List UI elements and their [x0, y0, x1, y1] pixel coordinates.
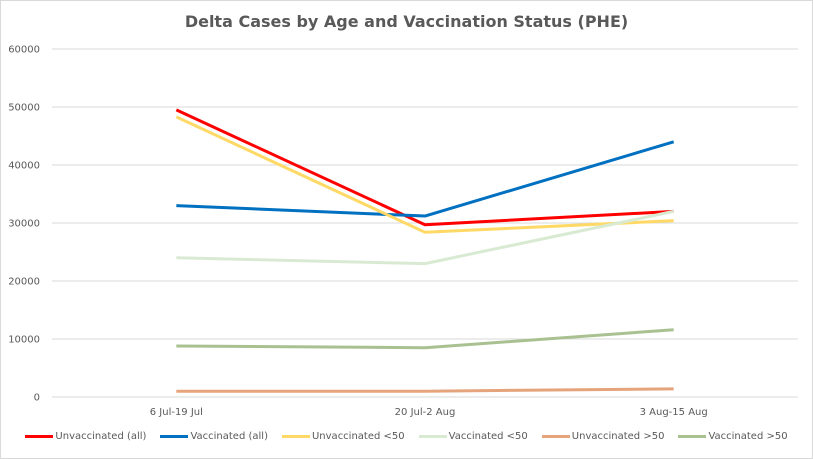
- x-tick-label: 6 Jul-19 Jul: [150, 407, 203, 418]
- x-tick-label: 20 Jul-2 Aug: [395, 407, 456, 418]
- series-line-vaccinated-50: [176, 328, 674, 350]
- chart-legend: Unvaccinated (all) Vaccinated (all) Unvacc…: [0, 431, 813, 442]
- legend-swatch: [678, 435, 707, 438]
- legend-label: Unvaccinated >50: [571, 431, 665, 442]
- y-tick-label: 60000: [8, 45, 40, 56]
- y-tick-label: 50000: [8, 103, 40, 114]
- series-line-unvaccinated-all-: [175, 108, 674, 227]
- y-tick-label: 40000: [8, 161, 40, 172]
- chart-title: Delta Cases by Age and Vaccination Statu…: [184, 12, 629, 31]
- legend-label: Unvaccinated <50: [311, 431, 405, 442]
- legend-swatch: [25, 435, 54, 438]
- legend-swatch: [160, 435, 189, 438]
- legend-item: Unvaccinated <50: [281, 431, 405, 442]
- series-line-vaccinated-50: [176, 209, 674, 266]
- series-line-unvaccinated-50: [176, 387, 674, 393]
- y-tick-label: 20000: [8, 277, 40, 288]
- legend-item: Unvaccinated (all): [25, 431, 146, 442]
- y-tick-label: 30000: [8, 219, 40, 230]
- legend-item: Vaccinated (all): [160, 431, 268, 442]
- series-line-vaccinated-all-: [176, 140, 675, 218]
- legend-swatch: [281, 435, 310, 438]
- x-tick-label: 3 Aug-15 Aug: [640, 407, 708, 418]
- y-tick-label: 0: [34, 393, 40, 404]
- series-line-unvaccinated-50: [175, 115, 674, 234]
- legend-label: Unvaccinated (all): [55, 431, 147, 442]
- legend-swatch: [541, 435, 570, 438]
- legend-label: Vaccinated >50: [708, 431, 788, 442]
- legend-item: Vaccinated <50: [418, 431, 528, 442]
- legend-label: Vaccinated (all): [190, 431, 268, 442]
- y-tick-label: 10000: [8, 335, 40, 346]
- legend-swatch: [418, 435, 447, 438]
- legend-item: Unvaccinated >50: [541, 431, 665, 442]
- legend-item: Vaccinated >50: [678, 431, 788, 442]
- legend-label: Vaccinated <50: [448, 431, 528, 442]
